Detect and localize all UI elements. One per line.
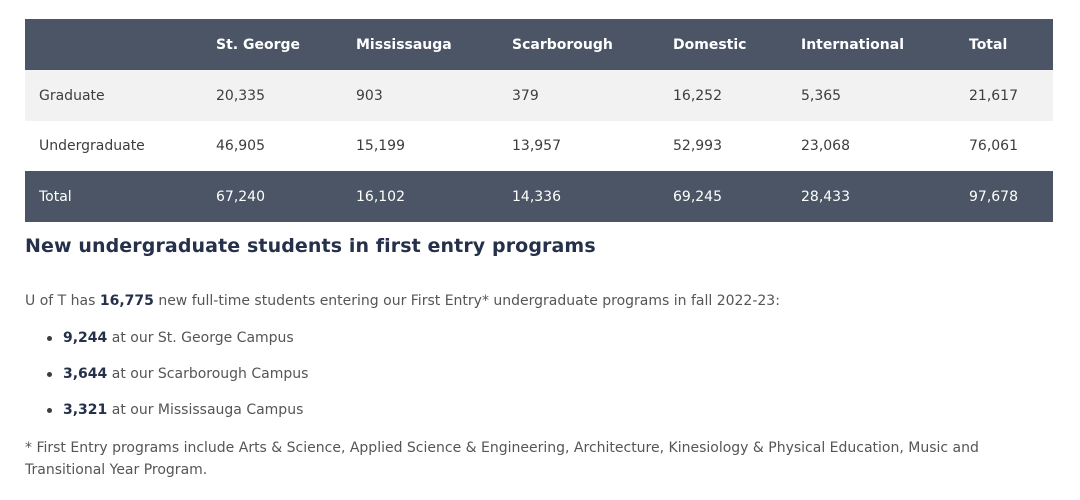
row-label: Total [39, 188, 72, 205]
table-cell: 15,199 [356, 138, 405, 154]
footnote: * First Entry programs include Arts & Sc… [25, 440, 979, 478]
column-header-blank [25, 19, 202, 70]
campus-count: 3,321 [63, 402, 108, 418]
campus-count: 3,644 [63, 366, 108, 382]
table-cell: 46,905 [216, 138, 265, 154]
table-cell: 28,433 [801, 188, 850, 205]
section-heading: New undergraduate students in first entr… [25, 235, 596, 257]
table-cell: 52,993 [673, 138, 722, 154]
list-item: 3,321 at our Mississauga Campus [47, 399, 308, 435]
bullet-icon [47, 372, 52, 377]
table-cell: 16,252 [673, 87, 722, 104]
table-cell: 16,102 [356, 188, 405, 205]
table-header-row: St. George Mississauga Scarborough Domes… [25, 19, 1053, 70]
table-cell: 67,240 [216, 188, 265, 205]
table-cell: 379 [512, 87, 539, 104]
table-cell: 97,678 [969, 188, 1018, 205]
table-cell: 69,245 [673, 188, 722, 205]
intro-number: 16,775 [99, 293, 154, 309]
column-header-domestic: Domestic [673, 36, 747, 53]
table-cell: 21,617 [969, 87, 1018, 104]
table-cell: 23,068 [801, 138, 850, 154]
table-cell: 903 [356, 87, 383, 104]
campus-text: at our Scarborough Campus [107, 366, 309, 382]
row-label: Graduate [39, 87, 105, 104]
campus-count: 9,244 [63, 330, 108, 346]
column-header-international: International [801, 36, 905, 53]
list-item: 9,244 at our St. George Campus [47, 327, 308, 363]
column-header-scarborough: Scarborough [512, 36, 613, 53]
enrollment-table: St. George Mississauga Scarborough Domes… [25, 19, 1053, 222]
campus-text: at our Mississauga Campus [107, 402, 304, 418]
column-header-st-george: St. George [216, 36, 300, 53]
table-cell: 13,957 [512, 138, 561, 154]
table-row-total: Total 67,240 16,102 14,336 69,245 28,433… [25, 171, 1053, 222]
table-cell: 5,365 [801, 87, 842, 104]
intro-suffix: new full-time students entering our Firs… [153, 293, 780, 309]
campus-list: 9,244 at our St. George Campus 3,644 at … [47, 327, 308, 435]
list-item: 3,644 at our Scarborough Campus [47, 363, 308, 399]
intro-prefix: U of T has [25, 293, 100, 309]
table-cell: 14,336 [512, 188, 561, 205]
column-header-mississauga: Mississauga [356, 36, 452, 53]
row-label: Undergraduate [39, 138, 145, 154]
table-cell: 76,061 [969, 138, 1018, 154]
bullet-icon [47, 336, 52, 341]
bullet-icon [47, 408, 52, 413]
intro-text: U of T has 16,775 new full-time students… [25, 293, 780, 309]
campus-text: at our St. George Campus [107, 330, 294, 346]
table-row-graduate: Graduate 20,335 903 379 16,252 5,365 21,… [25, 70, 1053, 121]
table-row-undergraduate: Undergraduate 46,905 15,199 13,957 52,99… [25, 121, 1053, 171]
table-cell: 20,335 [216, 87, 265, 104]
column-header-total: Total [969, 36, 1008, 53]
